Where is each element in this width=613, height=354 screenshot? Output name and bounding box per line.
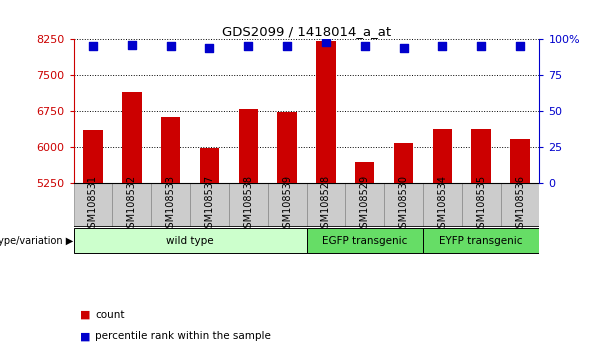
- Bar: [229, 183, 268, 227]
- Text: percentile rank within the sample: percentile rank within the sample: [95, 331, 271, 341]
- Bar: [471, 129, 491, 183]
- Bar: [83, 130, 103, 183]
- Bar: [268, 183, 306, 227]
- Text: wild type: wild type: [166, 236, 214, 246]
- Bar: [74, 228, 306, 253]
- Text: GSM108539: GSM108539: [282, 175, 292, 234]
- Point: [205, 45, 215, 50]
- Text: GSM108533: GSM108533: [166, 175, 175, 234]
- Bar: [200, 148, 219, 183]
- Text: ■: ■: [80, 331, 90, 341]
- Title: GDS2099 / 1418014_a_at: GDS2099 / 1418014_a_at: [222, 25, 391, 38]
- Bar: [345, 183, 384, 227]
- Text: count: count: [95, 310, 124, 320]
- Point: [282, 43, 292, 49]
- Bar: [306, 183, 345, 227]
- Bar: [190, 183, 229, 227]
- Bar: [394, 143, 413, 183]
- Point: [515, 43, 525, 49]
- Bar: [384, 183, 423, 227]
- Bar: [433, 129, 452, 183]
- Point: [166, 43, 175, 49]
- Bar: [151, 183, 190, 227]
- Bar: [122, 92, 142, 183]
- Bar: [423, 228, 539, 253]
- Point: [127, 42, 137, 47]
- Bar: [161, 117, 180, 183]
- Bar: [462, 183, 501, 227]
- Bar: [423, 183, 462, 227]
- Bar: [510, 139, 530, 183]
- Text: GSM108528: GSM108528: [321, 175, 331, 234]
- Text: EGFP transgenic: EGFP transgenic: [322, 236, 408, 246]
- Text: genotype/variation ▶: genotype/variation ▶: [0, 236, 74, 246]
- Text: GSM108531: GSM108531: [88, 175, 98, 234]
- Text: GSM108530: GSM108530: [398, 175, 408, 234]
- Text: EYFP transgenic: EYFP transgenic: [440, 236, 523, 246]
- Bar: [355, 162, 375, 183]
- Bar: [238, 109, 258, 183]
- Text: GSM108532: GSM108532: [127, 175, 137, 234]
- Bar: [316, 41, 336, 183]
- Text: GSM108537: GSM108537: [205, 175, 215, 234]
- Bar: [278, 112, 297, 183]
- Point: [360, 43, 370, 49]
- Bar: [112, 183, 151, 227]
- Point: [438, 43, 447, 49]
- Point: [476, 43, 486, 49]
- Text: GSM108536: GSM108536: [515, 175, 525, 234]
- Bar: [501, 183, 539, 227]
- Point: [398, 45, 408, 50]
- Text: GSM108529: GSM108529: [360, 175, 370, 234]
- Bar: [306, 228, 423, 253]
- Text: GSM108534: GSM108534: [438, 175, 447, 234]
- Bar: [74, 183, 112, 227]
- Point: [321, 39, 331, 45]
- Point: [88, 43, 98, 49]
- Text: ■: ■: [80, 310, 90, 320]
- Point: [243, 43, 253, 49]
- Text: GSM108538: GSM108538: [243, 175, 253, 234]
- Text: GSM108535: GSM108535: [476, 175, 486, 234]
